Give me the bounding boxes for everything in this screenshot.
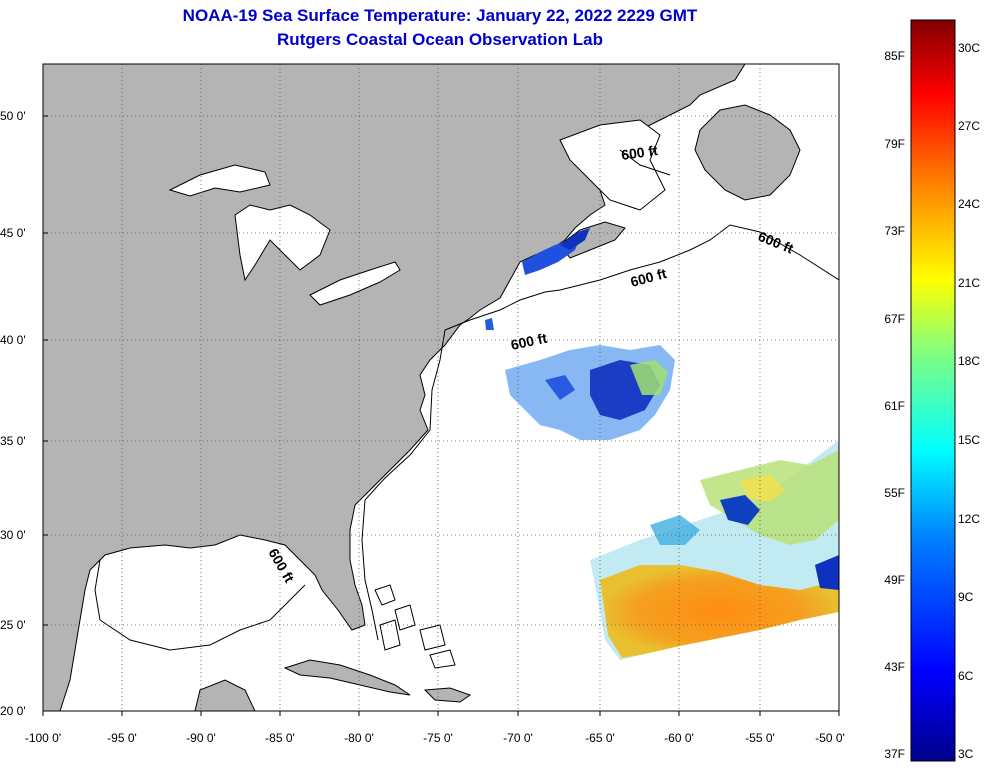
colorbar-gradient	[910, 19, 956, 762]
colorbar-c-label: 24C	[958, 197, 980, 211]
y-tick-label: 35 0'	[0, 434, 26, 448]
y-axis: 50 0' 45 0' 40 0' 35 0' 30 0' 25 0' 20 0…	[0, 109, 48, 718]
sst-southeast-swath	[590, 440, 839, 660]
y-tick-label: 40 0'	[0, 333, 26, 347]
x-tick-label: -80 0'	[344, 731, 374, 745]
land-north-america	[43, 64, 746, 711]
colorbar-c-label: 27C	[958, 119, 980, 133]
colorbar-c-label: 3C	[958, 747, 974, 761]
sst-midatlantic-patch	[505, 345, 675, 440]
colorbar-c-label: 6C	[958, 669, 974, 683]
contour-label-1: 600 ft	[620, 142, 659, 163]
y-tick-label: 45 0'	[0, 226, 26, 240]
y-tick-label: 30 0'	[0, 528, 26, 542]
x-tick-label: -90 0'	[186, 731, 216, 745]
map-subtitle: Rutgers Coastal Ocean Observation Lab	[277, 30, 603, 49]
colorbar-f-label: 73F	[884, 224, 905, 238]
x-tick-label: -60 0'	[664, 731, 694, 745]
colorbar-c-label: 12C	[958, 512, 980, 526]
x-tick-label: -55 0'	[745, 731, 775, 745]
x-tick-label: -70 0'	[503, 731, 533, 745]
lake-superior	[168, 164, 271, 197]
x-tick-label: -100 0'	[25, 731, 61, 745]
bahamas-islands	[374, 584, 456, 669]
x-axis: -100 0' -95 0' -90 0' -85 0' -80 0' -75 …	[25, 711, 845, 745]
x-tick-label: -85 0'	[265, 731, 295, 745]
lake-erie-ontario	[309, 261, 401, 306]
gulf-st-lawrence	[559, 119, 666, 211]
colorbar-c-label: 18C	[958, 354, 980, 368]
y-tick-label: 25 0'	[0, 618, 26, 632]
y-tick-label: 50 0'	[0, 109, 26, 123]
colorbar-f-label: 43F	[884, 660, 905, 674]
sst-cold-coastal	[485, 228, 590, 330]
colorbar-f-label: 61F	[884, 399, 905, 413]
bathymetry-contours	[94, 149, 839, 651]
land-newfoundland	[694, 104, 801, 201]
colorbar-c-label: 30C	[958, 41, 980, 55]
colorbar-f-label: 85F	[884, 49, 905, 63]
land-hispaniola	[423, 687, 472, 703]
x-tick-label: -50 0'	[815, 731, 845, 745]
colorbar-c-label: 21C	[958, 276, 980, 290]
x-tick-label: -75 0'	[423, 731, 453, 745]
map-title: NOAA-19 Sea Surface Temperature: January…	[182, 6, 698, 25]
colorbar-c-label: 9C	[958, 590, 974, 604]
colorbar-f-label: 79F	[884, 137, 905, 151]
colorbar: 85F 79F 73F 67F 61F 55F 49F 43F 37F 30C …	[884, 19, 980, 762]
y-tick-label: 20 0'	[0, 704, 26, 718]
land-nova-scotia	[559, 221, 626, 259]
lake-michigan-huron	[234, 204, 331, 282]
land-cuba	[283, 659, 411, 696]
x-tick-label: -65 0'	[585, 731, 615, 745]
map-frame	[42, 63, 840, 712]
colorbar-c-label: 15C	[958, 433, 980, 447]
colorbar-f-label: 67F	[884, 312, 905, 326]
x-tick-label: -95 0'	[107, 731, 137, 745]
colorbar-f-label: 37F	[884, 747, 905, 761]
map-grid	[43, 64, 839, 711]
colorbar-f-label: 55F	[884, 486, 905, 500]
contour-label-4: 600 ft	[509, 330, 548, 353]
colorbar-f-label: 49F	[884, 573, 905, 587]
land-yucatan	[194, 679, 256, 711]
